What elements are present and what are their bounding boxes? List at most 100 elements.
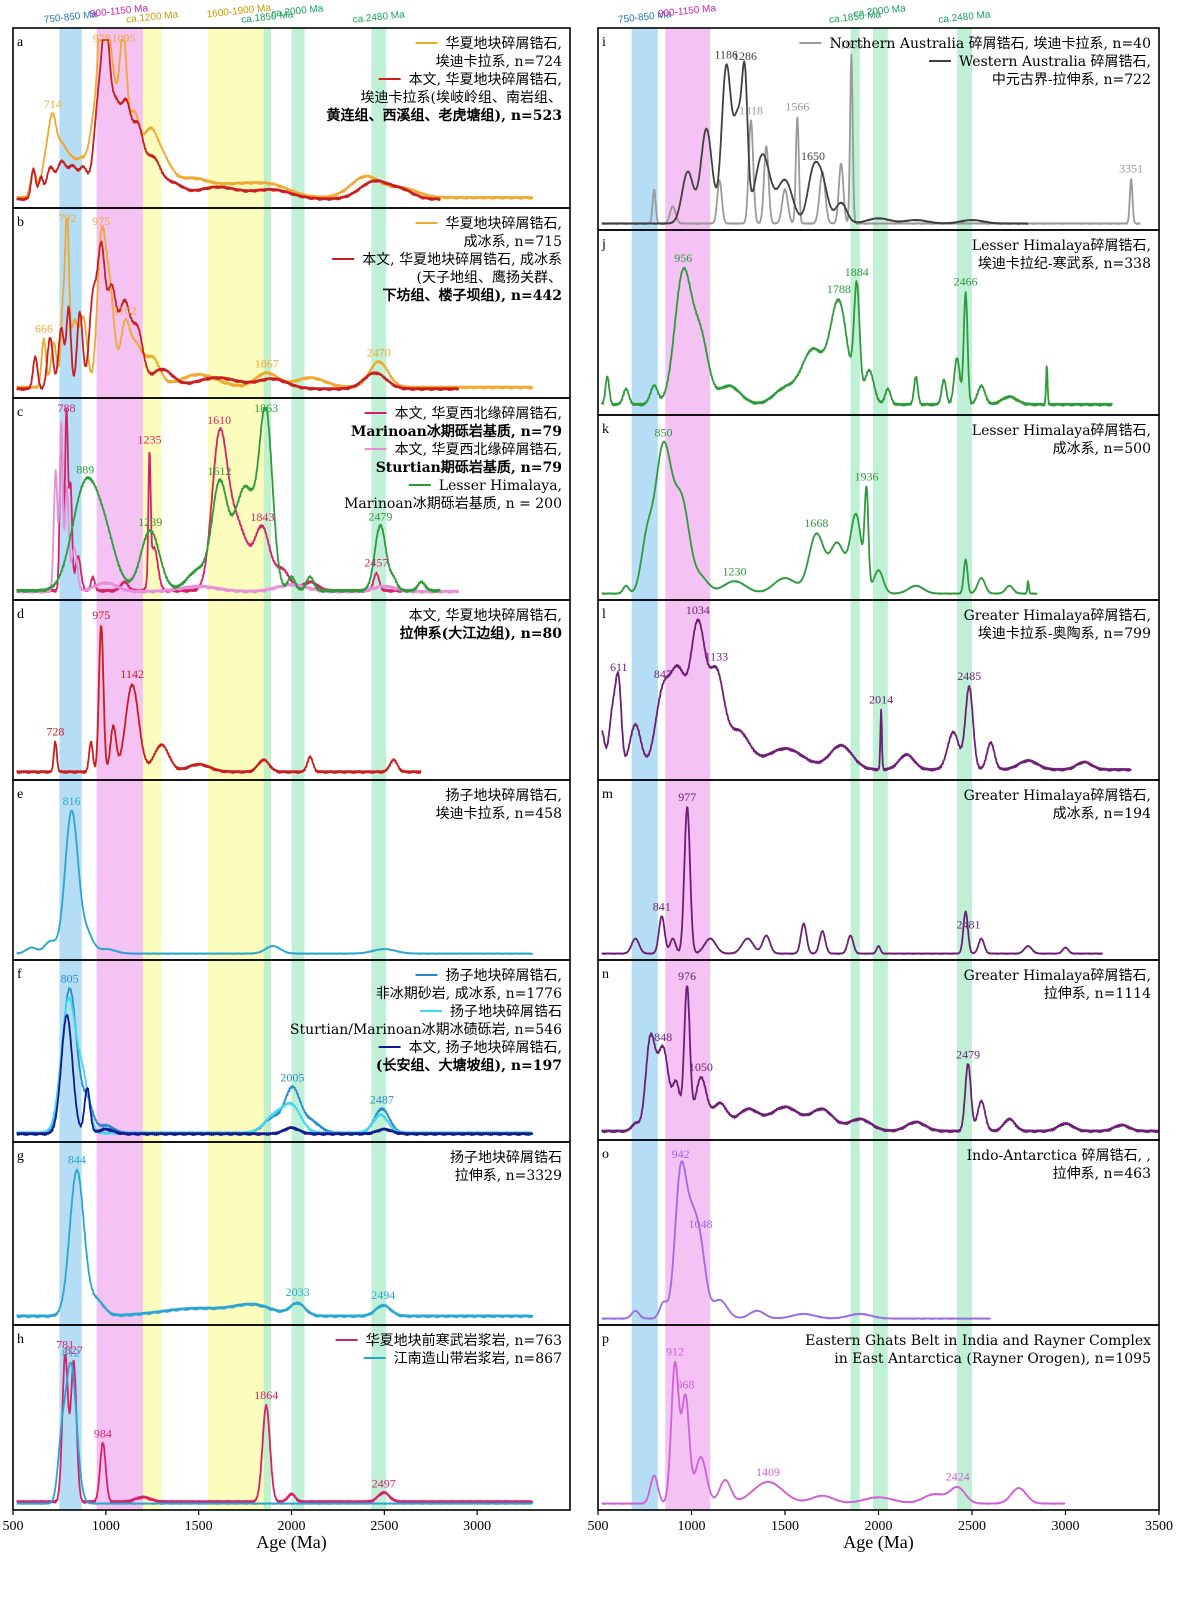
band-label-ca-1200-ma-col0: ca.1200 Ma <box>126 9 180 25</box>
legend-text-b-4: 下坊组、楼子坝组), n=442 <box>382 287 562 304</box>
peak-label-i-3351: 3351 <box>1119 162 1143 176</box>
peak-label-j-956: 956 <box>674 251 692 265</box>
legend-text-b-3: (天子地组、鹰扬关群、 <box>417 270 562 286</box>
peak-label-k-850: 850 <box>654 425 672 439</box>
series-line-g-0 <box>16 1168 534 1319</box>
panel-label-h: h <box>17 1332 24 1347</box>
peak-label-f-2487: 2487 <box>370 1092 394 1106</box>
peak-label-a-714: 714 <box>44 97 62 111</box>
peak-label-n-1050: 1050 <box>689 1060 713 1074</box>
peak-label-d-975: 975 <box>92 608 110 622</box>
curves-layer <box>16 39 1160 1505</box>
peak-label-b-975: 975 <box>92 214 110 228</box>
peak-label-c-788: 788 <box>57 401 75 415</box>
band-label-900-1150-ma-col1: 900-1150 Ma <box>658 3 717 20</box>
peak-label-p-2424: 2424 <box>946 1470 970 1484</box>
legend-text-j-1: 埃迪卡拉纪-寒武系, n=338 <box>978 255 1151 272</box>
legend-text-k-1: 成冰系, n=500 <box>1053 441 1151 457</box>
series-line-i-1 <box>601 60 1029 225</box>
peak-label-h-2497: 2497 <box>372 1476 396 1490</box>
legend-text-b-1: 成冰系, n=715 <box>464 234 562 250</box>
peak-label-o-1048: 1048 <box>688 1217 712 1231</box>
age-bands-layer <box>59 28 972 1510</box>
peak-label-c-2457: 2457 <box>364 556 388 570</box>
series-line-a-1 <box>16 39 441 202</box>
x-axis-label-1: Age (Ma) <box>843 1532 913 1553</box>
peak-label-d-728: 728 <box>46 725 64 739</box>
peak-label-i-1286: 1286 <box>733 49 757 63</box>
series-line-n-0 <box>601 985 1160 1134</box>
peak-label-m-841: 841 <box>653 899 671 913</box>
peak-label-e-816: 816 <box>63 794 81 808</box>
x-tick-label-0-2500: 2500 <box>370 1519 398 1534</box>
peak-label-b-792: 792 <box>58 211 76 225</box>
panel-label-p: p <box>602 1332 609 1347</box>
legend-text-e-1: 埃迪卡拉系, n=458 <box>436 806 562 822</box>
x-tick-label-0-2000: 2000 <box>278 1519 306 1534</box>
peak-label-h-1864: 1864 <box>254 1388 278 1402</box>
peak-label-h-984: 984 <box>94 1427 112 1441</box>
panel-label-m: m <box>602 787 613 802</box>
legends-layer: 华夏地块碎屑锆石, 埃迪卡拉系, n=724 本文, 华夏地块碎屑锆石, 埃迪卡拉系(… <box>290 36 1151 1367</box>
x-tick-label-1-2000: 2000 <box>865 1519 893 1534</box>
series-line-l-0 <box>601 618 1132 772</box>
legend-text-d-0: 本文, 华夏地块碎屑锆石, <box>409 608 562 624</box>
axes-layer: 500 1000 1500 2000 2500 3000 Age (Ma) 500 1000 15… <box>3 1510 1173 1553</box>
series-line-j-0 <box>600 266 1113 407</box>
legend-text-o-0: Indo-Antarctica 碎屑锆石, , <box>967 1148 1151 1164</box>
legend-text-o-1: 拉伸系, n=463 <box>1053 1166 1151 1182</box>
series-line-m-0 <box>601 806 1104 955</box>
panel-label-n: n <box>602 967 609 982</box>
legend-text-n-1: 拉伸系, n=1114 <box>1044 986 1151 1002</box>
legend-text-c-5: Marinoan冰期砾岩基质, n = 200 <box>344 495 562 512</box>
legend-text-l-1: 埃迪卡拉系-奥陶系, n=799 <box>978 625 1151 642</box>
legend-text-f-1: 非冰期砂岩, 成冰系, n=1776 <box>376 986 562 1002</box>
series-line-b-1 <box>16 240 460 392</box>
peak-label-c-1843: 1843 <box>250 510 274 524</box>
legend-text-b-0: 华夏地块碎屑锆石, <box>446 216 562 232</box>
series-line-d-0 <box>16 625 422 775</box>
peak-label-c-2479: 2479 <box>368 510 392 524</box>
peak-label-b-1867: 1867 <box>255 356 279 370</box>
x-tick-label-1-1000: 1000 <box>678 1519 706 1534</box>
peak-label-j-1788: 1788 <box>827 282 851 296</box>
peak-label-f-805: 805 <box>61 972 79 986</box>
peak-label-c-889: 889 <box>76 463 94 477</box>
band-ca-1850-ma-col1 <box>850 28 860 1510</box>
peak-label-c-1612: 1612 <box>207 464 231 478</box>
legend-text-i-2: 中元古界-拉伸系, n=722 <box>992 72 1151 88</box>
x-tick-label-1-1500: 1500 <box>771 1519 799 1534</box>
peak-label-j-1884: 1884 <box>845 265 869 279</box>
legend-text-c-0: 本文, 华夏西北缘碎屑锆石, <box>395 406 562 422</box>
legend-text-h-0: 华夏地块前寒武岩浆岩, n=763 <box>366 1332 562 1349</box>
panel-label-f: f <box>17 967 22 982</box>
legend-text-a-3: 埃迪卡拉系(埃岐岭组、南岩组、 <box>361 90 562 106</box>
band-label-ca-2000-ma-col0: ca.2000 Ma <box>271 3 325 19</box>
legend-text-f-5: (长安组、大塘坡组), n=197 <box>376 1057 562 1074</box>
peak-label-l-847: 847 <box>654 667 672 681</box>
series-line-i-0 <box>601 53 1141 225</box>
legend-text-c-3: Sturtian期砾岩基质, n=79 <box>376 459 562 476</box>
legend-text-f-3: Sturtian/Marinoan冰期冰碛砾岩, n=546 <box>290 1022 562 1038</box>
legend-text-a-4: 黄连组、西溪组、老虎塘组), n=523 <box>326 107 562 124</box>
x-tick-label-0-1000: 1000 <box>92 1519 120 1534</box>
x-axis-label-0: Age (Ma) <box>256 1532 326 1553</box>
peak-label-h-781: 781 <box>56 1338 74 1352</box>
series-line-f-2 <box>16 1014 534 1137</box>
peak-label-c-1863: 1863 <box>254 401 278 415</box>
legend-text-n-0: Greater Himalaya碎屑锆石, <box>964 968 1151 984</box>
x-tick-label-1-3500: 3500 <box>1145 1519 1173 1534</box>
peak-label-n-848: 848 <box>654 1030 672 1044</box>
legend-text-a-2: 本文, 华夏地块碎屑锆石, <box>409 72 562 88</box>
panel-label-c: c <box>17 405 23 420</box>
panel-label-d: d <box>17 607 24 622</box>
series-line-h-1 <box>16 1361 534 1505</box>
panel-label-o: o <box>602 1147 609 1162</box>
panel-label-k: k <box>602 422 609 437</box>
x-tick-label-0-500: 500 <box>3 1519 24 1534</box>
peak-label-b-666: 666 <box>35 321 53 335</box>
legend-text-g-0: 扬子地块碎屑锆石 <box>450 1150 562 1166</box>
band-ca-1200-ma-col0 <box>142 28 162 1510</box>
peak-label-l-611: 611 <box>610 660 628 674</box>
